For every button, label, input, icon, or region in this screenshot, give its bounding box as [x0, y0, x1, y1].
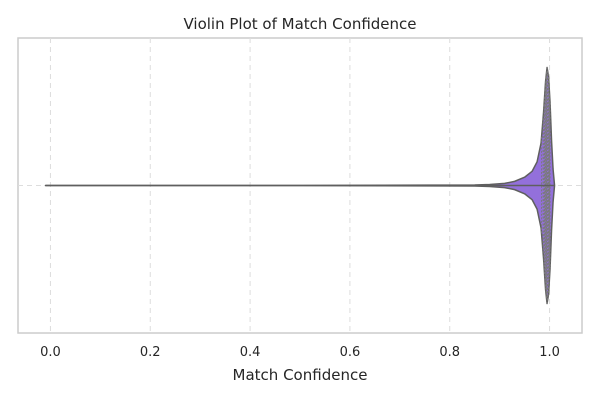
x-axis-ticks: 0.0 0.2 0.4 0.6 0.8 1.0 — [40, 345, 560, 360]
x-axis-label: Match Confidence — [233, 366, 368, 384]
x-tick-label: 0.4 — [240, 345, 261, 360]
x-tick-label: 0.6 — [340, 345, 361, 360]
x-tick-label: 0.2 — [140, 345, 161, 360]
plot-area — [17, 37, 583, 334]
x-tick-label: 1.0 — [539, 345, 560, 360]
chart-title: Violin Plot of Match Confidence — [183, 15, 416, 33]
x-tick-label: 0.8 — [439, 345, 460, 360]
x-tick-label: 0.0 — [40, 345, 61, 360]
